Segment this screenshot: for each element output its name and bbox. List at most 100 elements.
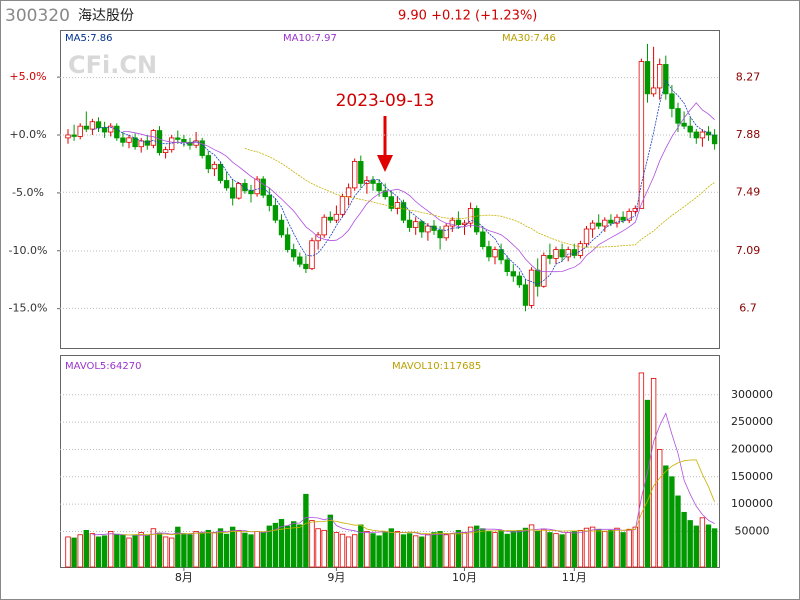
volume-bar [309,520,315,568]
candle-body [89,121,96,130]
volume-bar [693,525,699,568]
candle-body [681,122,687,127]
candle-body [254,178,260,195]
volume-bar [431,532,437,568]
volume-bar [71,537,77,568]
candle-body [108,125,114,133]
candle-body [120,137,126,143]
volume-bar [541,528,547,568]
volume-bar [455,529,462,568]
volume-panel [60,355,720,568]
volume-bar [589,526,596,568]
volume-bar [175,526,181,568]
y-tick-label: 6.7 [739,301,757,314]
candle-body [132,137,138,148]
volume-bar [516,529,523,568]
volume-bar [321,529,327,568]
candle-body [620,216,626,221]
volume-bar [126,537,132,568]
volume-bar [242,532,248,568]
volume-bar [437,531,443,568]
candle-body [663,64,669,95]
volume-bar [632,526,638,568]
volume-bar [577,529,584,568]
volume-bar [449,533,455,568]
volume-bar [187,534,193,568]
volume-bar [406,533,413,568]
mavol10-label: MAVOL10:117685 [392,361,481,372]
volume-bar [675,495,681,568]
volume-bar [535,531,541,568]
volume-bar [687,520,693,568]
volume-bar [230,526,236,568]
candle-body [516,275,523,286]
ma5-label: MA5:7.86 [65,33,112,44]
volume-bar [547,532,553,568]
candle-body [510,271,516,277]
candle-body [449,219,455,227]
candle-body [583,228,590,245]
candle-body [474,208,480,233]
y2-tick-label: -15.0% [9,302,48,315]
candle-body [687,125,693,133]
candle-body [284,234,291,250]
volume-bar [205,529,211,568]
candle-body [382,190,388,198]
volume-bar [620,532,626,568]
volume-bar [114,533,120,568]
x-tick-label: 8月 [175,571,193,584]
volume-bar [425,533,431,568]
volume-bar [504,533,510,568]
mavol5-label: MAVOL5:64270 [65,361,141,372]
candle-body [589,222,596,230]
candle-body [162,149,169,153]
candle-body [138,140,144,148]
volume-bar [498,529,504,568]
volume-bar [443,534,449,568]
volume-tick-label: 50000 [735,524,770,537]
candle-body [626,210,632,221]
x-tick-label: 9月 [327,571,345,584]
volume-bar [553,533,559,568]
volume-tick-label: 250000 [731,415,773,428]
candle-body [309,240,315,270]
candle-body [699,131,706,139]
volume-bar [596,528,602,568]
volume-bar [95,536,102,568]
volume-bar [211,532,218,568]
volume-bar [339,533,346,568]
volume-bar [669,476,675,568]
x-tick-label: 11月 [562,571,587,584]
volume-bar [254,531,260,568]
candle-body [339,196,346,215]
candle-body [376,183,382,192]
volume-bar [65,536,71,568]
candle-body [388,196,394,209]
volume-bar [510,531,516,568]
volume-bar [333,532,340,568]
volume-bar [150,528,157,568]
volume-tick-label: 100000 [731,497,773,510]
candle-body [547,255,553,259]
volume-bar [565,532,571,568]
candle-body [205,155,211,170]
volume-bar [602,531,608,568]
candle-body [406,219,413,228]
candle-body [230,187,236,199]
watermark: CFi.CN [68,51,157,79]
candle-body [565,249,571,258]
candle-body [596,222,602,227]
candle-body [553,249,559,259]
candle-body [370,180,376,184]
candle-body [297,256,303,265]
y2-tick-label: -5.0% [12,186,44,199]
volume-bar [657,449,663,568]
volume-bar [248,534,254,568]
volume-bar [266,525,272,568]
volume-bar [364,531,370,568]
volume-bar [376,535,382,568]
candle-body [83,125,89,130]
candle-body [614,216,620,224]
candle-body [248,190,254,195]
